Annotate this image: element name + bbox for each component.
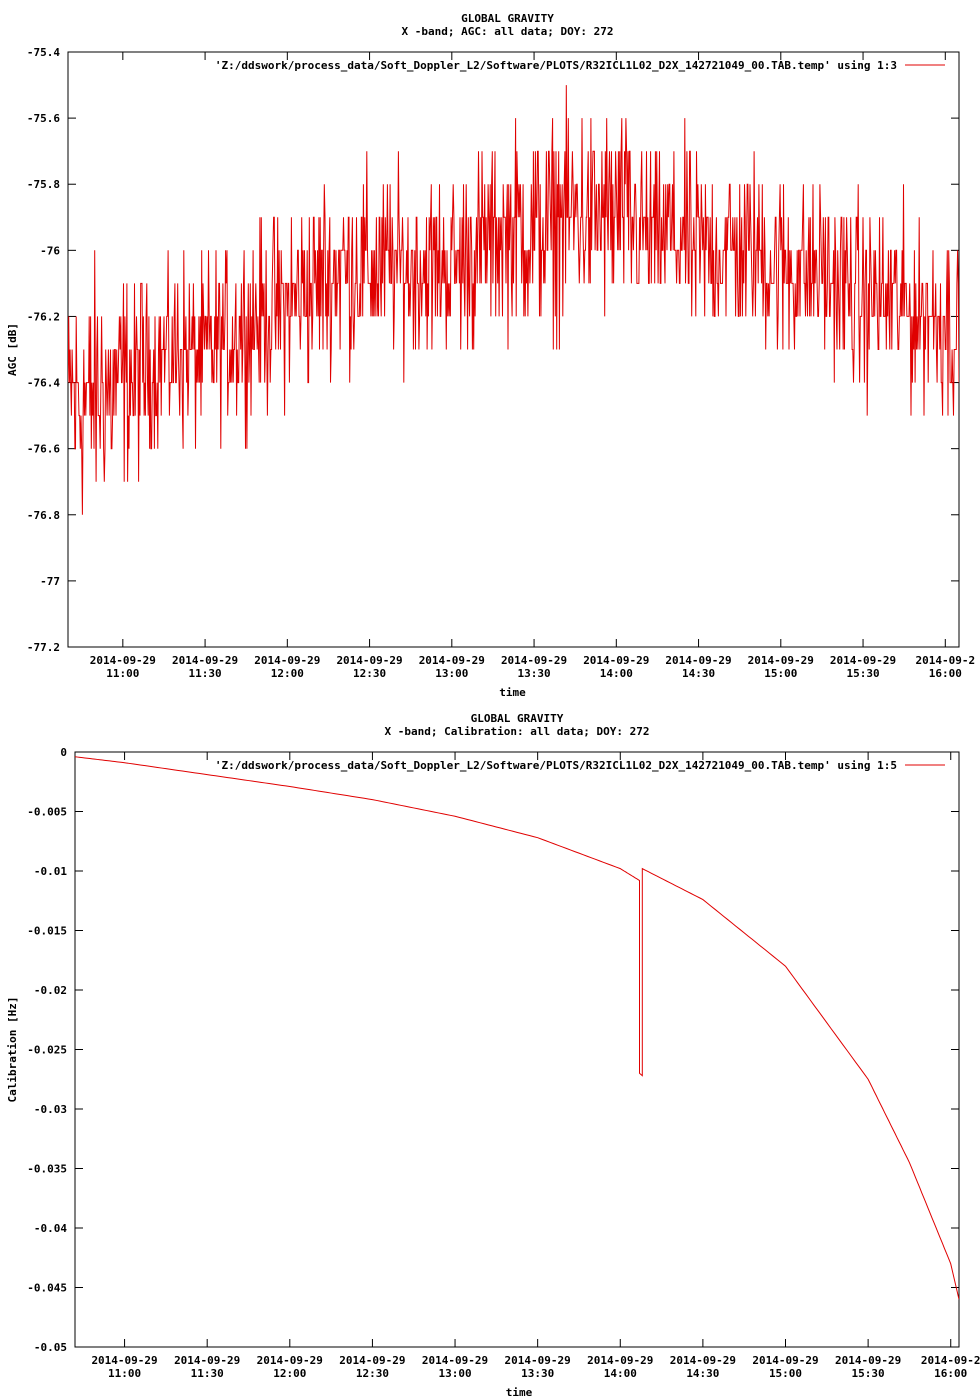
y-tick-label: 0	[60, 746, 67, 759]
x-tick-date-label: 2014-09-29	[90, 654, 156, 667]
x-tick-date-label: 2014-09-29	[748, 654, 814, 667]
series-line	[68, 85, 959, 515]
x-tick-time-label: 12:00	[271, 667, 304, 680]
chart-title: GLOBAL GRAVITY	[471, 712, 564, 725]
y-tick-label: -77	[40, 575, 60, 588]
x-tick-date-label: 2014-09-29	[830, 654, 896, 667]
x-tick-time-label: 11:30	[189, 667, 222, 680]
x-tick-time-label: 13:30	[521, 1367, 554, 1380]
legend-label: 'Z:/ddswork/process_data/Soft_Doppler_L2…	[215, 759, 897, 772]
y-tick-label: -75.8	[27, 178, 60, 191]
x-tick-date-label: 2014-09-29	[339, 1354, 405, 1367]
x-tick-time-label: 16:00	[929, 667, 962, 680]
x-tick-time-label: 12:30	[353, 667, 386, 680]
x-tick-date-label: 2014-09-29	[505, 1354, 571, 1367]
x-tick-time-label: 14:00	[600, 667, 633, 680]
x-tick-time-label: 16:00	[934, 1367, 967, 1380]
x-tick-date-label: 2014-09-29	[422, 1354, 488, 1367]
x-tick-date-label: 2014-09-29	[419, 654, 485, 667]
y-tick-label: -76.6	[27, 443, 60, 456]
x-tick-date-label: 2014-09-29	[172, 654, 238, 667]
x-tick-date-label: 2014-09-29	[501, 654, 567, 667]
x-tick-time-label: 13:00	[438, 1367, 471, 1380]
y-tick-label: -0.03	[34, 1103, 67, 1116]
y-tick-label: -76.2	[27, 310, 60, 323]
x-tick-time-label: 12:30	[356, 1367, 389, 1380]
x-tick-date-label: 2014-09-29	[257, 1354, 323, 1367]
legend-label: 'Z:/ddswork/process_data/Soft_Doppler_L2…	[215, 59, 897, 72]
x-tick-date-label: 2014-09-29	[336, 654, 402, 667]
x-tick-date-label: 2014-09-29	[835, 1354, 901, 1367]
x-tick-time-label: 14:00	[604, 1367, 637, 1380]
x-tick-time-label: 12:00	[273, 1367, 306, 1380]
y-tick-label: -0.01	[34, 865, 67, 878]
x-tick-date-label: 2014-09-29	[254, 654, 320, 667]
y-tick-label: -0.05	[34, 1341, 67, 1354]
x-tick-date-label: 2014-09-29	[665, 654, 731, 667]
y-tick-label: -0.035	[27, 1163, 67, 1176]
series-line	[75, 756, 959, 1300]
y-tick-label: -0.02	[34, 984, 67, 997]
y-tick-label: -75.6	[27, 112, 60, 125]
y-tick-label: -0.015	[27, 925, 67, 938]
x-tick-time-label: 13:30	[517, 667, 550, 680]
x-tick-time-label: 13:00	[435, 667, 468, 680]
y-tick-label: -76.4	[27, 377, 60, 390]
x-tick-time-label: 15:30	[852, 1367, 885, 1380]
x-tick-time-label: 11:00	[108, 1367, 141, 1380]
y-tick-label: -0.025	[27, 1044, 67, 1057]
y-axis-label: Calibration [Hz]	[6, 997, 19, 1103]
x-tick-time-label: 15:00	[769, 1367, 802, 1380]
x-tick-date-label: 2014-09-2	[921, 1354, 980, 1367]
y-tick-label: -77.2	[27, 641, 60, 654]
x-tick-date-label: 2014-09-29	[670, 1354, 736, 1367]
y-tick-label: -76	[40, 244, 60, 257]
x-tick-date-label: 2014-09-29	[91, 1354, 157, 1367]
x-tick-date-label: 2014-09-2	[915, 654, 975, 667]
chart-subtitle: X -band; Calibration: all data; DOY: 272	[385, 725, 650, 738]
x-tick-date-label: 2014-09-29	[583, 654, 649, 667]
x-tick-date-label: 2014-09-29	[587, 1354, 653, 1367]
x-tick-date-label: 2014-09-29	[752, 1354, 818, 1367]
y-tick-label: -0.005	[27, 806, 67, 819]
x-tick-time-label: 15:00	[764, 667, 797, 680]
x-tick-time-label: 14:30	[682, 667, 715, 680]
x-axis-label: time	[499, 686, 526, 699]
x-tick-time-label: 14:30	[686, 1367, 719, 1380]
y-tick-label: -0.045	[27, 1282, 67, 1295]
x-tick-date-label: 2014-09-29	[174, 1354, 240, 1367]
y-tick-label: -76.8	[27, 509, 60, 522]
chart-title: GLOBAL GRAVITY	[461, 12, 554, 25]
y-tick-label: -75.4	[27, 46, 60, 59]
plot-frame	[74, 751, 960, 1348]
x-tick-time-label: 11:00	[106, 667, 139, 680]
y-axis-label: AGC [dB]	[6, 323, 19, 376]
x-axis-label: time	[506, 1386, 533, 1399]
x-tick-time-label: 11:30	[191, 1367, 224, 1380]
x-tick-time-label: 15:30	[846, 667, 879, 680]
chart-subtitle: X -band; AGC: all data; DOY: 272	[402, 25, 614, 38]
y-tick-label: -0.04	[34, 1222, 67, 1235]
